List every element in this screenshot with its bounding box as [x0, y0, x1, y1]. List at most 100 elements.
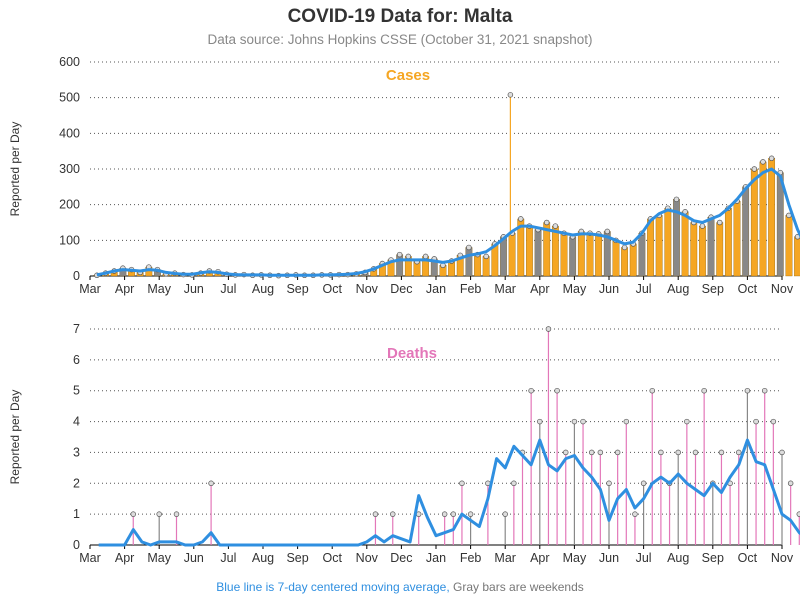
y-tick-label: 2 [73, 476, 80, 490]
daily-bar [612, 240, 620, 277]
daily-marker [208, 480, 214, 487]
daily-marker [768, 155, 775, 162]
peak-marker [507, 92, 514, 98]
x-tick-label: Dec [390, 551, 412, 565]
daily-marker [545, 326, 552, 332]
daily-bar [794, 236, 800, 277]
x-tick-label: Jul [220, 551, 236, 565]
daily-bar [716, 222, 724, 277]
moving-average-line [98, 438, 800, 547]
panel-title: Cases [386, 67, 430, 84]
daily-marker [770, 418, 777, 425]
daily-marker [796, 511, 800, 517]
daily-bar [474, 254, 481, 277]
x-tick-label: Sep [286, 551, 308, 565]
daily-marker [173, 511, 180, 517]
daily-bar [750, 168, 758, 277]
daily-marker [450, 511, 457, 517]
daily-marker [761, 387, 768, 394]
daily-marker [640, 480, 647, 487]
y-tick-label: 0 [73, 269, 80, 283]
daily-marker [441, 511, 448, 517]
x-tick-label: Oct [322, 551, 342, 565]
x-tick-label: May [147, 551, 171, 565]
daily-marker [518, 216, 524, 222]
x-tick-label: Apr [530, 551, 549, 565]
daily-marker [528, 387, 534, 394]
x-tick-label: Mar [494, 282, 516, 296]
x-tick-label: Jul [636, 551, 652, 565]
daily-bar [534, 229, 542, 277]
daily-marker [511, 480, 517, 487]
x-tick-label: May [147, 282, 171, 296]
y-tick-label: 200 [59, 198, 80, 212]
daily-marker [649, 387, 655, 394]
daily-marker [621, 244, 628, 251]
y-tick-label: 5 [73, 384, 80, 398]
y-tick-label: 0 [73, 538, 80, 552]
x-tick-label: Apr [115, 282, 134, 296]
y-tick-label: 100 [59, 233, 80, 247]
daily-bar [742, 186, 750, 277]
daily-bar [551, 225, 559, 277]
panel-title: Deaths [387, 345, 437, 362]
daily-marker [623, 418, 630, 425]
daily-marker [787, 480, 794, 487]
daily-marker [552, 223, 559, 229]
daily-bar [482, 256, 490, 277]
x-tick-label: Aug [252, 282, 274, 296]
x-tick-label: Jul [220, 282, 236, 296]
daily-bar [560, 233, 568, 277]
y-tick-label: 300 [59, 162, 80, 176]
daily-marker [779, 449, 785, 456]
y-tick-label: 400 [59, 126, 80, 140]
daily-bar [638, 233, 646, 277]
y-tick-label: 600 [59, 55, 80, 69]
daily-marker [554, 387, 560, 394]
daily-marker [562, 449, 569, 456]
x-tick-label: Oct [738, 551, 758, 565]
daily-bar [655, 215, 663, 277]
x-tick-label: Nov [356, 551, 379, 565]
daily-marker [396, 251, 403, 258]
x-tick-label: Jun [184, 551, 204, 565]
daily-marker [156, 511, 162, 517]
x-tick-label: Apr [530, 282, 549, 296]
y-tick-label: 7 [73, 322, 80, 336]
daily-bar [577, 231, 585, 277]
daily-marker [692, 449, 699, 456]
x-tick-label: Dec [390, 282, 412, 296]
footnote-average: Blue line is 7-day centered moving avera… [216, 580, 450, 594]
daily-bar [465, 247, 473, 277]
daily-marker [580, 418, 586, 425]
footnote-weekend: Gray bars are weekends [453, 580, 584, 594]
daily-marker [718, 449, 725, 456]
daily-bar [699, 225, 706, 277]
x-tick-label: Aug [252, 551, 274, 565]
daily-marker [466, 244, 472, 251]
x-tick-label: Sep [286, 282, 308, 296]
daily-bar [526, 225, 533, 277]
daily-bar [664, 208, 672, 277]
x-tick-label: Jul [636, 282, 652, 296]
y-tick-label: 3 [73, 445, 80, 459]
daily-bar [396, 254, 404, 277]
daily-bar [500, 236, 507, 277]
daily-marker [537, 418, 543, 425]
daily-marker [130, 511, 137, 517]
x-tick-label: Sep [702, 551, 724, 565]
x-tick-label: Feb [460, 551, 482, 565]
daily-marker [588, 449, 595, 456]
daily-marker [701, 387, 707, 394]
daily-bar [724, 208, 732, 277]
daily-marker [571, 418, 578, 425]
x-tick-label: Feb [460, 282, 482, 296]
x-tick-label: Mar [494, 551, 516, 565]
daily-marker [405, 253, 412, 260]
daily-marker [675, 449, 681, 456]
daily-marker [422, 253, 429, 260]
x-tick-label: Mar [79, 551, 101, 565]
daily-marker [614, 449, 621, 456]
daily-bar [595, 233, 603, 277]
